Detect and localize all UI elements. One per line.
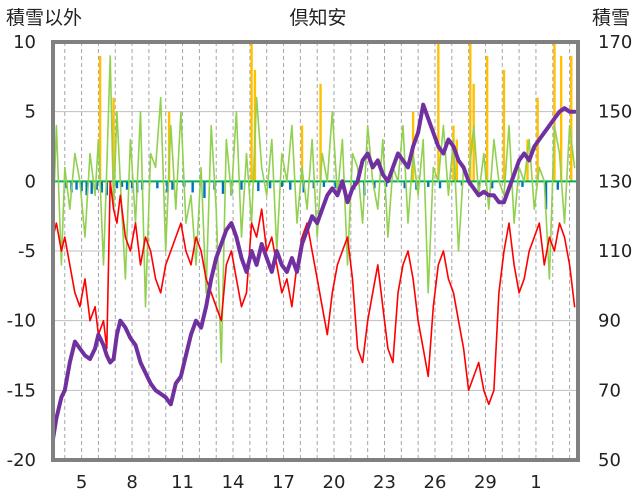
snow_change-bar [203, 181, 206, 199]
right-tick-label: 90 [598, 311, 621, 332]
snow_change-bar [289, 181, 292, 190]
left-tick-label: -20 [7, 450, 36, 471]
left-axis-label: 積雪以外 [6, 7, 82, 29]
precipitation-bar [553, 42, 556, 182]
snow_change-bar [90, 181, 93, 194]
right-tick-label: 70 [598, 380, 621, 401]
precipitation-bar [112, 97, 115, 182]
snow_change-bar [80, 181, 83, 192]
snow_change-bar [120, 181, 124, 187]
snow_change-bar [75, 181, 78, 190]
snow_change-bar [384, 181, 388, 187]
snow_change-bar [521, 181, 524, 187]
x-tick-label: 20 [323, 472, 346, 493]
snow_change-bar [477, 181, 480, 187]
snow_change-bar [334, 181, 337, 189]
snow_depth-line [51, 102, 577, 442]
dewpoint-line [52, 55, 576, 364]
snow_change-bar [322, 181, 326, 187]
snow_change-bar [221, 181, 225, 194]
right-tick-label: 50 [598, 450, 621, 471]
left-tick-label: -15 [7, 380, 36, 401]
left-tick-label: -5 [18, 241, 36, 262]
x-tick-label: 17 [272, 472, 295, 493]
right-tick-label: 150 [598, 102, 632, 123]
snow_change-bar [438, 181, 442, 189]
temperature-line [52, 180, 576, 406]
x-tick-label: 11 [171, 472, 194, 493]
left-tick-label: 5 [25, 102, 36, 123]
snow_change-bar [490, 181, 494, 189]
precipitation-bar [485, 55, 489, 182]
precipitation-bar [502, 69, 506, 182]
precipitation-bar [250, 42, 253, 182]
precipitation-bar [167, 111, 171, 182]
snow_change-bar [130, 181, 134, 189]
snow_change-bar [544, 181, 548, 210]
snow_change-bar [156, 181, 159, 189]
snow_change-bar [556, 181, 560, 190]
snow_change-bar [268, 181, 272, 189]
snow_change-bar [280, 181, 284, 187]
snow_change-bar [427, 181, 430, 187]
plot-frame [51, 40, 580, 462]
snow_change-bar [125, 181, 129, 190]
x-tick-label: 5 [76, 472, 87, 493]
snow_change-bar [257, 181, 260, 192]
snow_change-bar [95, 181, 98, 190]
left-tick-label: 10 [13, 32, 36, 53]
x-tick-label: 23 [373, 472, 396, 493]
gridlines [53, 42, 578, 460]
right-axis-label: 積雪 [592, 7, 630, 29]
snow_change-bar [100, 181, 103, 193]
precipitation-bar [319, 83, 322, 182]
x-tick-label: 29 [474, 472, 497, 493]
precipitation-bar [300, 125, 304, 182]
snow_change-bar [240, 181, 243, 190]
precipitation-bar [469, 42, 472, 182]
x-tick-label: 8 [126, 472, 137, 493]
line-series [51, 55, 577, 442]
x-tick-label: 1 [530, 472, 541, 493]
right-tick-label: 170 [598, 32, 632, 53]
snow_change-bar [166, 181, 169, 193]
snow_change-bar [115, 181, 119, 189]
snow_change-bar [171, 181, 174, 190]
right-tick-label: 130 [598, 171, 632, 192]
precipitation-bar [559, 55, 563, 182]
left-tick-label: -10 [7, 311, 36, 332]
precipitation-bar [98, 55, 102, 182]
x-tick-label: 14 [222, 472, 245, 493]
x-tick-label: 26 [424, 472, 447, 493]
snow_change-bar [191, 181, 194, 193]
precipitation-bar [437, 42, 440, 182]
right-tick-label: 110 [598, 241, 632, 262]
chart-title: 倶知安 [289, 7, 346, 29]
precipitation-bar [570, 55, 573, 182]
snow_change-bar [373, 181, 376, 189]
snow_change-bar [403, 181, 406, 189]
snow_change-bar [85, 181, 88, 196]
left-tick-label: 0 [25, 171, 36, 192]
